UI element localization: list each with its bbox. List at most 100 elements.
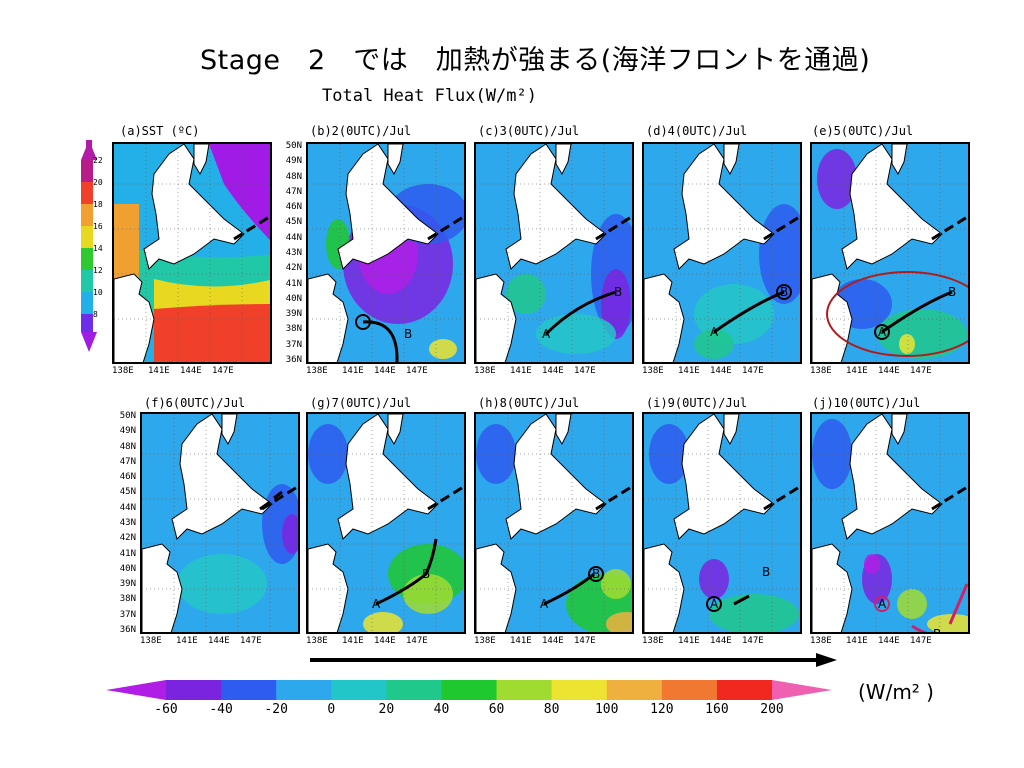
longitude-tick: 147E xyxy=(406,366,428,376)
latitude-tick: 36N xyxy=(285,355,302,365)
land-mass xyxy=(308,543,349,632)
panel-label-a: (a)SST (ºC) xyxy=(120,124,200,138)
point-a-label: A xyxy=(878,597,887,611)
latitude-tick: 36N xyxy=(119,625,136,635)
longitude-tick: 138E xyxy=(810,636,832,646)
longitude-tick: 147E xyxy=(910,366,932,376)
panel-label-g: (g)7(0UTC)/Jul xyxy=(310,396,412,410)
front-line xyxy=(427,484,464,511)
flux-contour-region xyxy=(864,554,880,574)
longitude-tick: 141E xyxy=(342,636,364,646)
flux-tick: 20 xyxy=(378,702,395,717)
longitude-tick: 144E xyxy=(878,636,900,646)
latitude-tick: 46N xyxy=(119,472,136,483)
point-b-label: B xyxy=(762,565,770,579)
point-b-label: B xyxy=(780,285,788,299)
longitude-tick: 147E xyxy=(212,366,234,376)
flux-bar-band xyxy=(386,680,442,700)
flux-tick: 160 xyxy=(705,702,729,717)
flux-bar-band xyxy=(331,680,387,700)
latitude-tick: 41N xyxy=(119,548,136,559)
land-mass xyxy=(723,144,740,176)
panel-label-d: (d)4(0UTC)/Jul xyxy=(646,124,748,138)
point-b-label: B xyxy=(933,627,941,634)
front-line xyxy=(595,484,632,511)
sst-tick: 22 xyxy=(93,156,103,165)
latitude-tick: 48N xyxy=(285,171,302,182)
flux-bar-band xyxy=(606,680,663,700)
point-a-circle xyxy=(706,596,722,612)
longitude-tick: 141E xyxy=(846,366,868,376)
sst-bar-band xyxy=(81,270,93,292)
point-b-circle xyxy=(588,566,604,582)
flux-tick: -40 xyxy=(209,702,233,717)
longitude-tick: 141E xyxy=(342,366,364,376)
sst-bar-bottom-triangle xyxy=(81,332,97,352)
flux-contour-region xyxy=(759,204,800,304)
latitude-tick: 39N xyxy=(119,579,136,590)
land-mass xyxy=(891,414,908,446)
flux-tick: 40 xyxy=(433,702,450,717)
latitude-tick: 38N xyxy=(285,324,302,335)
flux-tick: 0 xyxy=(327,702,336,717)
front-line xyxy=(931,484,968,511)
flux-tick: 100 xyxy=(594,702,619,717)
longitude-tick: 141E xyxy=(510,366,532,376)
flux-contour-region xyxy=(429,339,457,359)
longitude-tick: 144E xyxy=(180,366,202,376)
longitude-tick: 141E xyxy=(510,636,532,646)
front-line xyxy=(427,214,464,241)
sst-bar-band xyxy=(81,204,93,226)
sst-tick: 12 xyxy=(93,266,103,275)
latitude-tick: 44N xyxy=(119,502,136,513)
sst-bar-band xyxy=(81,314,93,332)
longitude-axis: 138E 141E 144E 147E xyxy=(140,636,302,648)
longitude-axis: 138E 141E 144E 147E xyxy=(306,636,468,648)
land-mass xyxy=(644,273,685,362)
point-b-circle xyxy=(776,284,792,300)
longitude-tick: 147E xyxy=(742,636,764,646)
longitude-tick: 138E xyxy=(306,636,328,646)
longitude-tick: 144E xyxy=(374,366,396,376)
point-a-circle xyxy=(874,596,890,612)
point-b-label: B xyxy=(404,327,412,341)
longitude-axis: 138E 141E 144E 147E xyxy=(474,366,636,378)
sst-bar-band xyxy=(81,248,93,270)
land-mass xyxy=(555,414,572,446)
latitude-tick: 42N xyxy=(285,263,302,274)
longitude-tick: 138E xyxy=(642,366,664,376)
land-mass xyxy=(555,144,572,176)
longitude-tick: 138E xyxy=(112,366,134,376)
latitude-axis-top: 50N 49N 48N 47N 46N 45N 44N 43N 42N 41N 40N 39N 38N 3… xyxy=(272,141,306,365)
sst-bar-band xyxy=(81,226,93,248)
storm-track xyxy=(375,538,438,606)
flux-bar-band xyxy=(441,680,498,700)
sst-cold-region xyxy=(209,144,270,240)
longitude-tick: 141E xyxy=(678,366,700,376)
land-mass xyxy=(142,543,183,632)
storm-track xyxy=(881,290,953,334)
sst-bar-band xyxy=(81,160,93,182)
latitude-tick: 46N xyxy=(285,202,302,213)
longitude-tick: 138E xyxy=(810,366,832,376)
flux-tick: -60 xyxy=(154,702,178,717)
longitude-tick: 138E xyxy=(306,366,328,376)
flux-contour-region xyxy=(403,574,453,614)
longitude-tick: 144E xyxy=(878,366,900,376)
longitude-tick: 141E xyxy=(846,636,868,646)
latitude-tick: 42N xyxy=(119,533,136,544)
front-line xyxy=(931,214,968,241)
flux-bar-band xyxy=(661,680,718,700)
flux-contour-region xyxy=(694,329,734,359)
panel-label-j: (j)10(0UTC)/Jul xyxy=(812,396,921,410)
longitude-tick: 138E xyxy=(474,366,496,376)
land-mass xyxy=(193,144,210,176)
longitude-tick: 147E xyxy=(742,366,764,376)
land-mass xyxy=(812,543,853,632)
map-panel-f xyxy=(140,412,300,634)
longitude-tick: 144E xyxy=(208,636,230,646)
flux-contour-region xyxy=(817,149,857,209)
latitude-tick: 38N xyxy=(119,594,136,605)
